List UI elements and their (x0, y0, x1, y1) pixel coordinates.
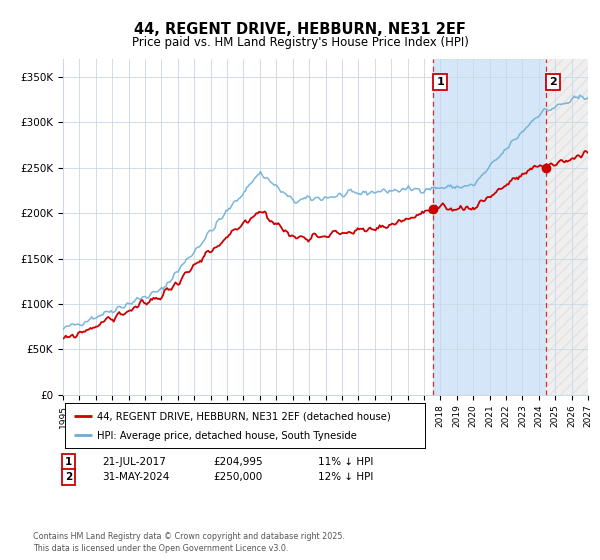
Text: 11% ↓ HPI: 11% ↓ HPI (318, 457, 373, 467)
Text: 21-JUL-2017: 21-JUL-2017 (102, 457, 166, 467)
Text: 1: 1 (65, 457, 72, 467)
Text: 2: 2 (549, 77, 557, 87)
Bar (433, 59, 545, 395)
Text: HPI: Average price, detached house, South Tyneside: HPI: Average price, detached house, Sout… (97, 431, 357, 441)
Text: 12% ↓ HPI: 12% ↓ HPI (318, 472, 373, 482)
Bar (545, 59, 588, 395)
Text: 44, REGENT DRIVE, HEBBURN, NE31 2EF (detached house): 44, REGENT DRIVE, HEBBURN, NE31 2EF (det… (97, 412, 391, 422)
Text: £250,000: £250,000 (213, 472, 262, 482)
Text: 1: 1 (436, 77, 444, 87)
Text: Price paid vs. HM Land Registry's House Price Index (HPI): Price paid vs. HM Land Registry's House … (131, 36, 469, 49)
Text: 31-MAY-2024: 31-MAY-2024 (102, 472, 169, 482)
Text: Contains HM Land Registry data © Crown copyright and database right 2025.
This d: Contains HM Land Registry data © Crown c… (33, 533, 345, 553)
Bar (545, 59, 588, 395)
Text: 2: 2 (65, 472, 72, 482)
Text: £204,995: £204,995 (213, 457, 263, 467)
Text: 44, REGENT DRIVE, HEBBURN, NE31 2EF: 44, REGENT DRIVE, HEBBURN, NE31 2EF (134, 22, 466, 38)
